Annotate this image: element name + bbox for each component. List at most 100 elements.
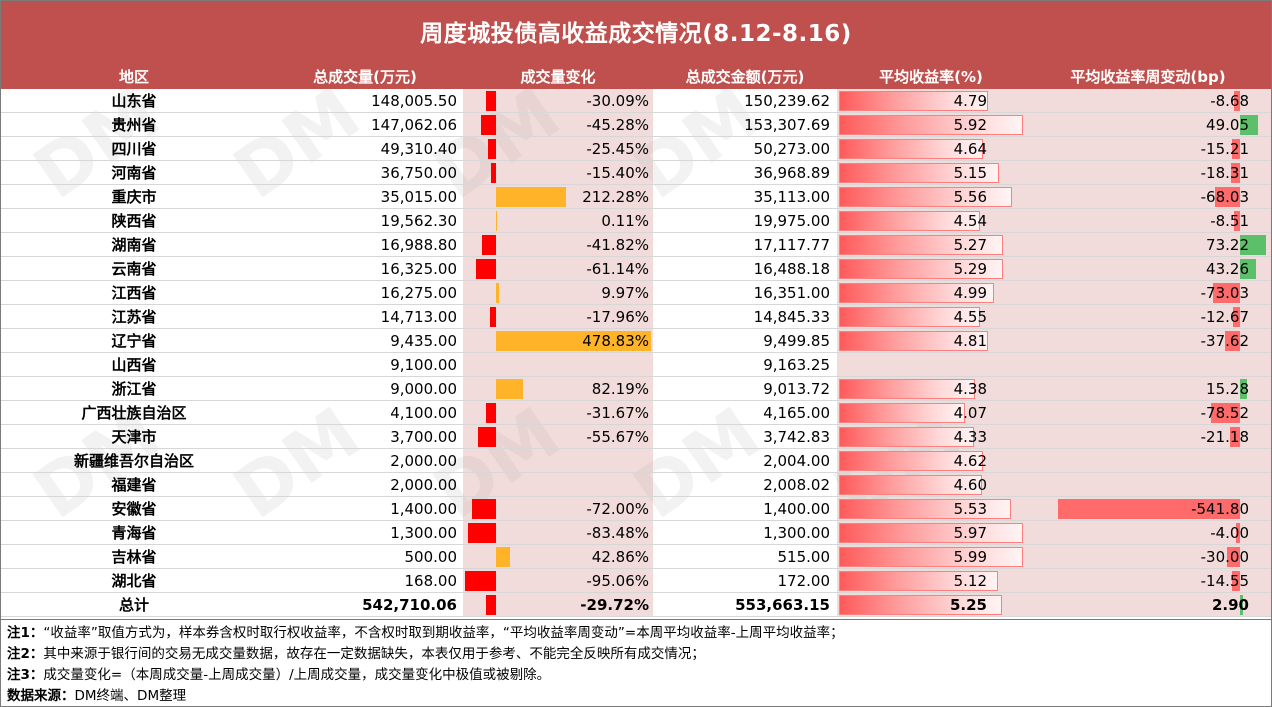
yield-cell: 5.27	[837, 233, 1025, 257]
region-cell: 山西省	[111, 356, 157, 374]
yield-cell: 5.29	[837, 257, 1025, 281]
table-row: 天津市 3,700.00 -55.67% 3,742.83 4.33 -21.18	[1, 425, 1271, 449]
yield-cell: 5.97	[837, 521, 1025, 545]
yield-bar	[839, 547, 1023, 567]
yield-bar	[839, 595, 1003, 615]
change-value: 42.86%	[591, 548, 649, 566]
yield-bar	[839, 331, 989, 351]
change-bar	[496, 211, 497, 231]
yield-cell: 4.07	[837, 401, 1025, 425]
volume-cell: 14,713.00	[380, 308, 457, 326]
delta-cell: 73.22	[1025, 233, 1271, 257]
change-value: -45.28%	[586, 116, 649, 134]
change-value: -55.67%	[586, 428, 649, 446]
table-row: 陕西省 19,562.30 0.11% 19,975.00 4.54 -8.51	[1, 209, 1271, 233]
delta-value: -21.18	[1200, 428, 1249, 446]
table-row: 湖北省 168.00 -95.06% 172.00 5.12 -14.55	[1, 569, 1271, 593]
delta-value: -37.62	[1200, 332, 1249, 350]
yield-cell: 4.54	[837, 209, 1025, 233]
amount-cell: 36,968.89	[753, 164, 830, 182]
yield-bar	[839, 427, 974, 447]
delta-bar	[1211, 403, 1240, 423]
change-value: 212.28%	[582, 188, 649, 206]
table-row: 山西省 9,100.00 9,163.25	[1, 353, 1271, 377]
delta-cell: -14.55	[1025, 569, 1271, 593]
table-row: 贵州省 147,062.06 -45.28% 153,307.69 5.92 49.05	[1, 113, 1271, 137]
table-row: 辽宁省 9,435.00 478.83% 9,499.85 4.81 -37.62	[1, 329, 1271, 353]
yield-value: 4.07	[953, 404, 987, 422]
delta-value: -14.55	[1200, 572, 1249, 590]
delta-cell: -18.31	[1025, 161, 1271, 185]
change-cell: -17.96%	[463, 305, 653, 329]
region-cell: 江苏省	[111, 308, 157, 326]
yield-bar	[839, 403, 966, 423]
delta-value: -73.03	[1200, 284, 1249, 302]
delta-cell: -8.51	[1025, 209, 1271, 233]
change-bar	[472, 499, 496, 519]
change-value: 9.97%	[601, 284, 649, 302]
region-cell: 山东省	[111, 92, 157, 110]
volume-cell: 2,000.00	[390, 452, 457, 470]
volume-cell: 36,750.00	[380, 164, 457, 182]
volume-cell: 9,435.00	[390, 332, 457, 350]
table-row: 江西省 16,275.00 9.97% 16,351.00 4.99 -73.03	[1, 281, 1271, 305]
change-value: -29.72%	[580, 596, 649, 614]
yield-value: 4.55	[953, 308, 987, 326]
volume-cell: 542,710.06	[362, 596, 457, 614]
yield-bar	[839, 235, 1003, 255]
change-bar	[468, 523, 496, 543]
table-row: 河南省 36,750.00 -15.40% 36,968.89 5.15 -18.31	[1, 161, 1271, 185]
volume-cell: 2,000.00	[390, 476, 457, 494]
change-value: 82.19%	[591, 380, 649, 398]
delta-value: -8.68	[1210, 92, 1249, 110]
yield-cell: 4.33	[837, 425, 1025, 449]
change-cell: -31.67%	[463, 401, 653, 425]
volume-cell: 9,000.00	[390, 380, 457, 398]
delta-bar	[1240, 595, 1243, 615]
table-row: 四川省 49,310.40 -25.45% 50,273.00 4.64 -15.21	[1, 137, 1271, 161]
amount-cell: 35,113.00	[753, 188, 830, 206]
change-bar	[490, 163, 496, 183]
volume-cell: 3,700.00	[390, 428, 457, 446]
yield-cell: 5.56	[837, 185, 1025, 209]
yield-value: 5.12	[953, 572, 987, 590]
amount-cell: 16,351.00	[753, 284, 830, 302]
change-value: -31.67%	[586, 404, 649, 422]
yield-value: 4.60	[953, 476, 987, 494]
amount-cell: 172.00	[777, 572, 831, 590]
region-cell: 河南省	[111, 164, 157, 182]
region-cell: 广西壮族自治区	[81, 404, 187, 422]
change-value: -83.48%	[586, 524, 649, 542]
delta-value: -68.03	[1200, 188, 1249, 206]
delta-value: -15.21	[1200, 140, 1249, 158]
page-title: 周度城投债高收益成交情况(8.12-8.16)	[1, 1, 1271, 65]
change-cell: 0.11%	[463, 209, 653, 233]
delta-bar	[1240, 259, 1257, 279]
region-cell: 陕西省	[111, 212, 157, 230]
amount-cell: 16,488.18	[753, 260, 830, 278]
yield-cell: 5.15	[837, 161, 1025, 185]
delta-value: 49.05	[1206, 116, 1249, 134]
delta-bar	[1227, 547, 1240, 567]
delta-cell: -8.68	[1025, 89, 1271, 113]
volume-cell: 19,562.30	[380, 212, 457, 230]
yield-value: 5.56	[953, 188, 987, 206]
region-cell: 福建省	[111, 476, 157, 494]
delta-value: -18.31	[1200, 164, 1249, 182]
amount-cell: 14,845.33	[753, 308, 830, 326]
change-bar	[464, 571, 496, 591]
delta-value: 15.28	[1206, 380, 1249, 398]
delta-cell: 2.90	[1025, 593, 1271, 617]
delta-bar	[1230, 163, 1240, 183]
delta-value: -78.52	[1200, 404, 1249, 422]
delta-value: -30.00	[1200, 548, 1249, 566]
change-value: -25.45%	[586, 140, 649, 158]
yield-cell	[837, 353, 1025, 377]
volume-cell: 16,988.80	[380, 236, 457, 254]
delta-value: -12.67	[1200, 308, 1249, 326]
delta-cell: -15.21	[1025, 137, 1271, 161]
yield-cell: 4.38	[837, 377, 1025, 401]
change-bar	[486, 91, 496, 111]
region-cell: 安徽省	[111, 500, 157, 518]
delta-cell: 49.05	[1025, 113, 1271, 137]
